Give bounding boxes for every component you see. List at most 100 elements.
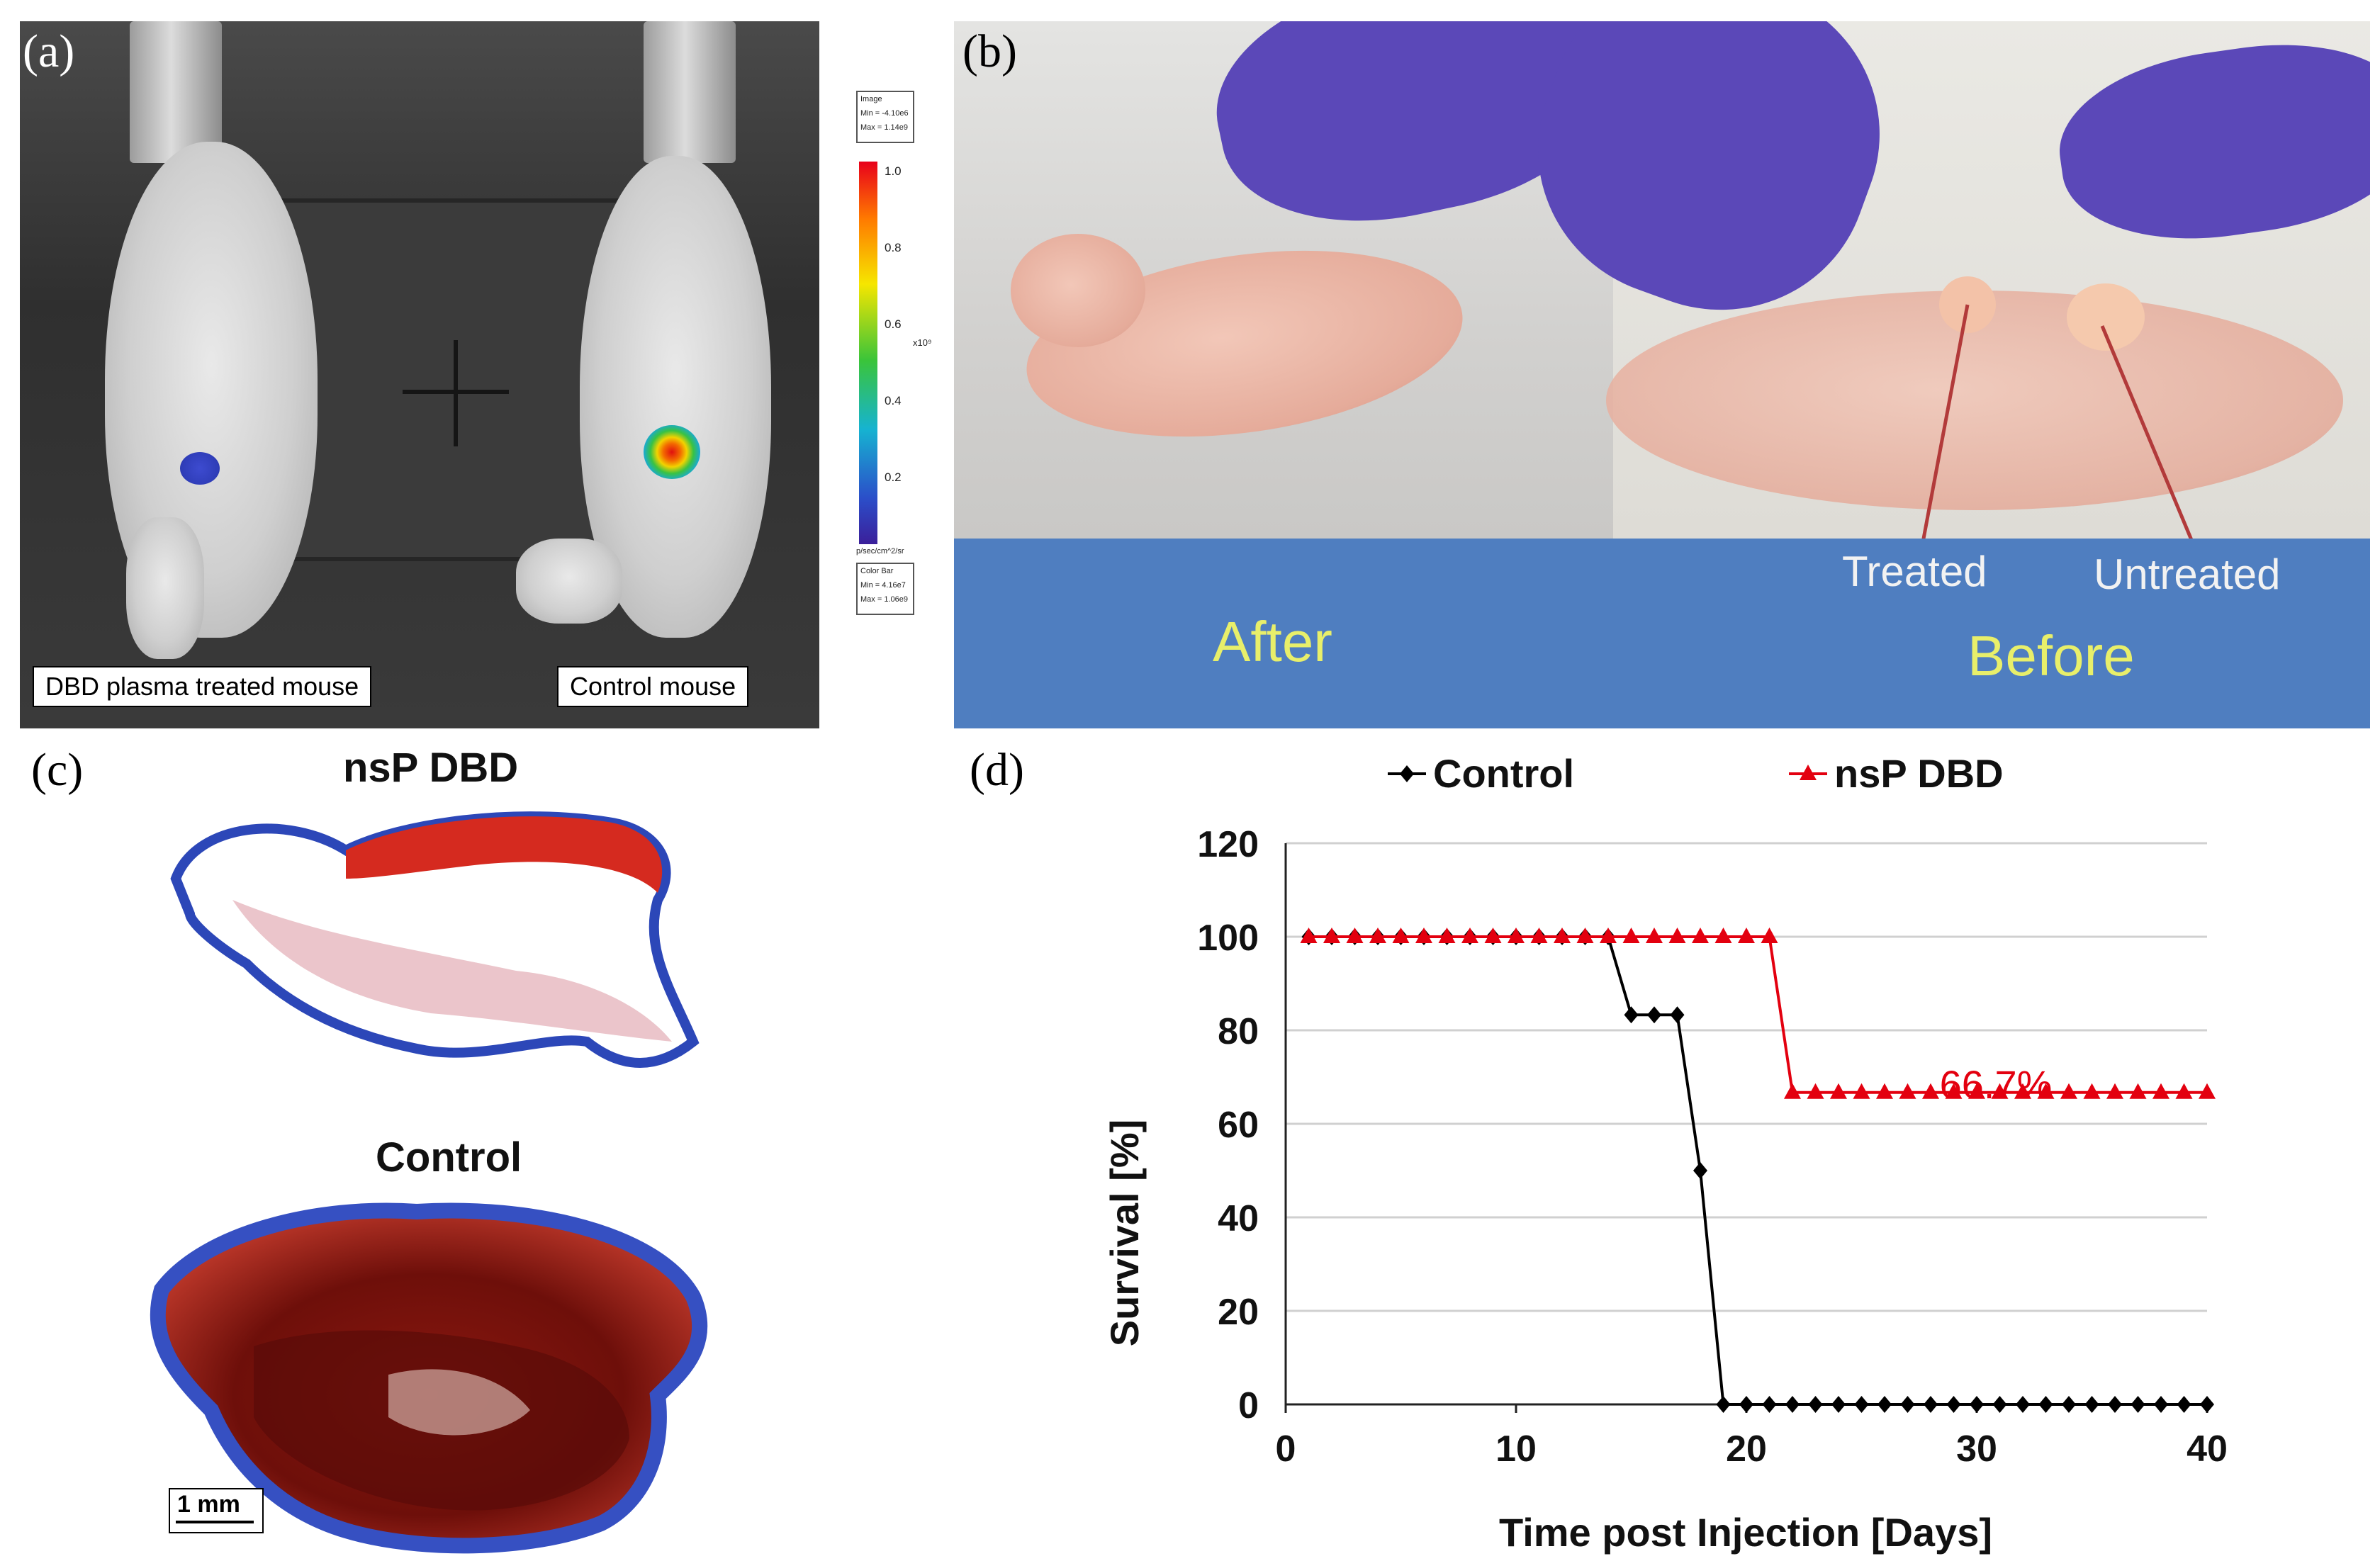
- data-point-nsp-dbd: [1554, 928, 1571, 943]
- data-point-control: [1992, 1396, 2007, 1413]
- colorbar-gradient: [859, 162, 877, 544]
- x-tick-label: 20: [1726, 1428, 1767, 1470]
- x-axis-label: Time post Injection [Days]: [1499, 1510, 1992, 1555]
- image-range-line-3: Max = 1.14e9: [860, 123, 908, 132]
- data-point-control: [2177, 1396, 2191, 1413]
- panel-c-letter: (c): [31, 744, 84, 796]
- control-tissue-highlight: [388, 1369, 530, 1436]
- colorbar-range-line-3: Max = 1.06e9: [860, 595, 908, 604]
- data-point-nsp-dbd: [1761, 928, 1778, 943]
- colorbar-tick-4: 0.4: [885, 394, 902, 407]
- legend-label-control: Control: [1433, 751, 1574, 796]
- treated-luminescence-spot: [180, 452, 220, 485]
- x-tick-label: 30: [1956, 1428, 1997, 1470]
- control-mouse-leg: [516, 539, 622, 624]
- data-point-nsp-dbd: [1369, 928, 1386, 943]
- legend-label-nsp-dbd: nsP DBD: [1834, 751, 2004, 796]
- data-point-nsp-dbd: [2060, 1083, 2077, 1099]
- data-point-nsp-dbd: [2106, 1083, 2123, 1099]
- data-point-nsp-dbd: [1830, 1083, 1847, 1099]
- x-tick-label: 40: [2187, 1428, 2228, 1470]
- panel-a-letter: (a): [23, 26, 75, 77]
- data-point-nsp-dbd: [2199, 1083, 2216, 1099]
- data-point-nsp-dbd: [1853, 1083, 1870, 1099]
- data-point-nsp-dbd: [1508, 928, 1525, 943]
- data-point-nsp-dbd: [1922, 1083, 1939, 1099]
- data-point-nsp-dbd: [1300, 928, 1318, 943]
- control-luminescence-spot: [644, 425, 700, 479]
- y-tick-label: 120: [1197, 824, 1259, 865]
- data-point-control: [1900, 1396, 1915, 1413]
- chart-legend: Control nsP DBD: [1388, 751, 2004, 796]
- data-point-control: [2200, 1396, 2214, 1413]
- panel-d-survival-chart: (d) 0 20 40 60 80 100 120 0 10 20 30 40 Control nsP …: [954, 737, 2370, 1559]
- histology-sections: [150, 811, 708, 1554]
- x-tick-label: 10: [1495, 1428, 1537, 1470]
- image-range-line-1: Image: [860, 95, 882, 103]
- data-point-control: [2108, 1396, 2122, 1413]
- y-axis-label: Survival [%]: [1102, 1120, 1147, 1347]
- data-point-nsp-dbd: [1945, 1083, 1963, 1099]
- colorbar-tick-2: 0.8: [885, 241, 902, 254]
- y-tick-label: 60: [1218, 1105, 1259, 1146]
- treated-mouse-label: DBD plasma treated mouse: [33, 666, 372, 707]
- treated-label: Treated: [1842, 548, 1987, 595]
- colorbar-range-line-2: Min = 4.16e7: [860, 581, 906, 590]
- untreated-label: Untreated: [2094, 551, 2281, 598]
- data-point-control: [2062, 1396, 2076, 1413]
- data-point-nsp-dbd: [2014, 1083, 2031, 1099]
- data-point-nsp-dbd: [1600, 928, 1617, 943]
- colorbar-tick-3: 0.6: [885, 317, 902, 331]
- y-tick-label: 80: [1218, 1011, 1259, 1052]
- chart-series: [1300, 928, 2216, 1413]
- panel-b-mouse-photo: Treated Untreated After Before: [954, 21, 2370, 728]
- image-range-line-2: Min = -4.10e6: [860, 109, 909, 118]
- data-point-nsp-dbd: [1346, 928, 1364, 943]
- data-point-control: [1647, 1006, 1661, 1024]
- data-point-control: [1762, 1396, 1777, 1413]
- crosshair-vertical: [454, 340, 458, 446]
- data-point-nsp-dbd: [1784, 1083, 1801, 1099]
- after-label: After: [1213, 610, 1332, 673]
- legend-marker-nsp-dbd: [1800, 765, 1817, 780]
- y-tick-label: 40: [1218, 1198, 1259, 1239]
- data-point-control: [1624, 1006, 1639, 1024]
- data-point-control: [1785, 1396, 1800, 1413]
- panel-a-bioluminescence-image: DBD plasma treated mouse Control mouse: [20, 21, 819, 728]
- data-point-nsp-dbd: [1438, 928, 1456, 943]
- data-point-nsp-dbd: [1968, 1083, 1985, 1099]
- survival-annotation: 66.7%: [1940, 1062, 2053, 1107]
- data-point-nsp-dbd: [1991, 1083, 2009, 1099]
- chart-gridlines: [1286, 842, 2207, 1312]
- legend-marker-control: [1400, 765, 1414, 782]
- panel-b-letter: (b): [962, 26, 1017, 77]
- treated-arrow: [1917, 304, 1970, 562]
- after-mouse-head: [1011, 234, 1145, 347]
- treated-tissue-stain: [232, 900, 672, 1042]
- data-point-control: [1970, 1396, 1984, 1413]
- data-point-nsp-dbd: [1714, 928, 1732, 943]
- imaging-tray: [257, 198, 620, 561]
- colorbar-range-line-1: Color Bar: [860, 567, 894, 575]
- data-point-control: [2154, 1396, 2168, 1413]
- colorbar-unit: p/sec/cm^2/sr: [856, 547, 904, 556]
- data-point-nsp-dbd: [2037, 1083, 2055, 1099]
- data-point-nsp-dbd: [1876, 1083, 1893, 1099]
- data-point-control: [1739, 1396, 1753, 1413]
- data-point-nsp-dbd: [2175, 1083, 2193, 1099]
- data-point-nsp-dbd: [1622, 928, 1640, 943]
- data-point-nsp-dbd: [1738, 928, 1755, 943]
- data-point-nsp-dbd: [1668, 928, 1686, 943]
- untreated-tumor: [2067, 283, 2145, 351]
- panel-c-histology: (c) nsP DBD Control 1 mm: [20, 737, 835, 1559]
- y-tick-label: 20: [1218, 1292, 1259, 1333]
- y-tick-label: 0: [1238, 1385, 1259, 1426]
- data-point-nsp-dbd: [2083, 1083, 2101, 1099]
- data-point-control: [1808, 1396, 1823, 1413]
- data-point-control: [2084, 1396, 2099, 1413]
- before-label: Before: [1968, 624, 2135, 687]
- data-point-control: [1854, 1396, 1869, 1413]
- data-point-control: [1716, 1396, 1731, 1413]
- caption-banner: [954, 539, 2370, 728]
- series-line-control: [1308, 935, 2207, 1406]
